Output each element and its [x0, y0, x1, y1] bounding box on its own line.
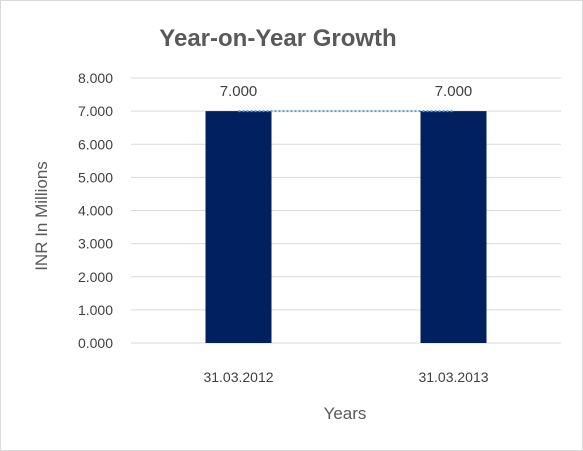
y-tick-label: 4.000 [78, 203, 113, 219]
y-axis-title: INR In Millions [32, 161, 51, 271]
y-tick-label: 0.000 [78, 335, 113, 351]
data-label: 7.000 [435, 83, 473, 100]
x-tick-label: 31.03.2012 [203, 369, 273, 385]
x-axis-ticks: 31.03.2012 31.03.2013 [203, 369, 488, 385]
data-labels: 7.000 7.000 [220, 83, 473, 100]
bars [205, 111, 487, 343]
y-tick-label: 3.000 [78, 236, 113, 252]
bar [205, 111, 272, 343]
y-tick-label: 2.000 [78, 269, 113, 285]
x-axis-title: Years [324, 404, 367, 423]
gridlines [131, 77, 561, 344]
data-label: 7.000 [220, 83, 258, 100]
y-tick-label: 8.000 [78, 70, 113, 86]
y-tick-label: 7.000 [78, 103, 113, 119]
bar [420, 111, 487, 343]
x-tick-label: 31.03.2013 [418, 369, 488, 385]
y-tick-label: 1.000 [78, 302, 113, 318]
chart-title: Year-on-Year Growth [159, 25, 396, 52]
y-axis-ticks: 0.000 1.000 2.000 3.000 4.000 5.000 6.000 7.000… [78, 70, 113, 351]
y-tick-label: 6.000 [78, 136, 113, 152]
y-tick-label: 5.000 [78, 169, 113, 185]
